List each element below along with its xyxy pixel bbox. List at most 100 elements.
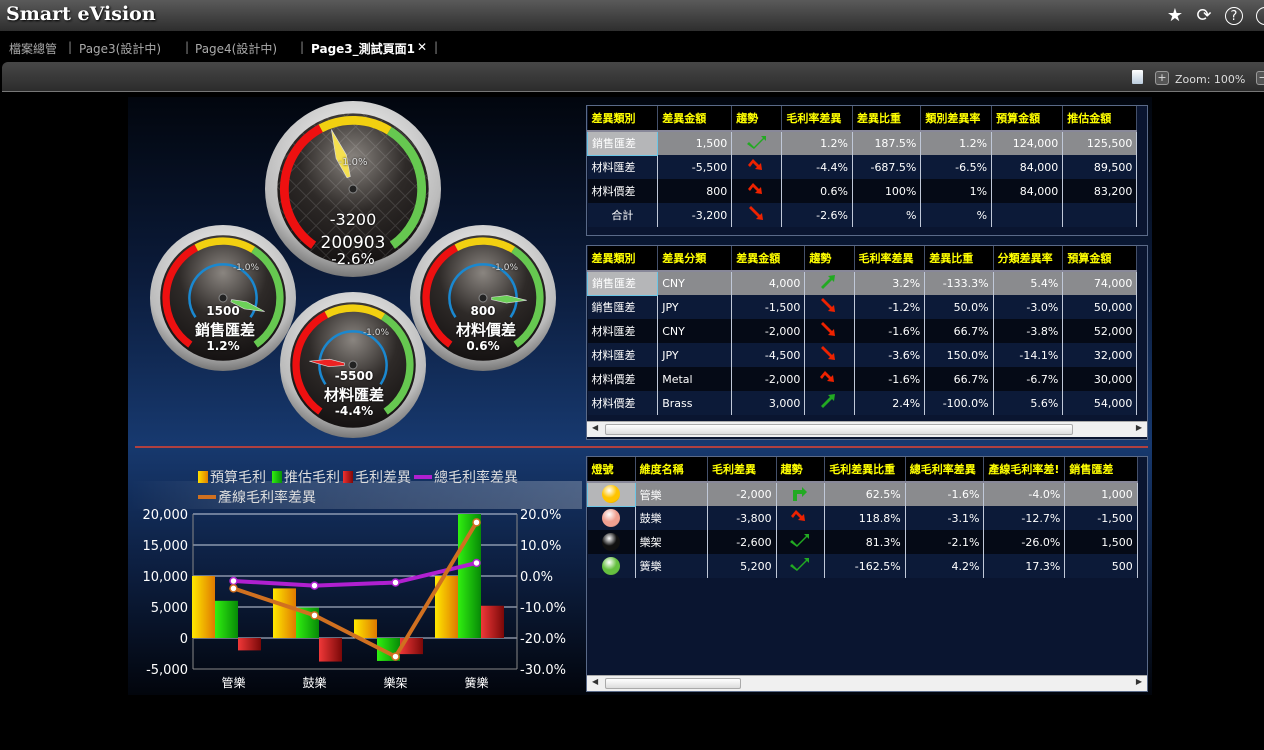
bar-毛利差異-鼓樂[interactable] — [319, 638, 342, 662]
tab-page4[interactable]: Page4(設計中) — [195, 42, 278, 56]
column-header[interactable]: 產線毛利率差! — [983, 457, 1066, 483]
column-header[interactable]: 類別差異率 — [920, 106, 993, 132]
column-header[interactable]: 差異金額 — [731, 246, 806, 272]
table-row[interactable]: 銷售匯差 CNY 4,000 3.2% -133.3% 5.4% 74,000 — [587, 270, 1147, 296]
zoom-out-button[interactable]: − — [1256, 71, 1264, 85]
point-總毛利率差異[interactable] — [391, 578, 400, 587]
table-cell: -2.6% — [781, 203, 854, 227]
table-cell: 銷售匯差 — [587, 130, 659, 156]
table-cell: -12.7% — [983, 506, 1066, 530]
horizontal-scrollbar[interactable]: ◀ ▶ — [587, 675, 1147, 691]
point-產線毛利率差異[interactable] — [472, 518, 481, 527]
table-row[interactable]: 鼓樂 -3,800 118.8% -3.1% -12.7% -1,500 — [587, 506, 1147, 530]
scrollbar-thumb[interactable] — [605, 678, 741, 689]
table-cell: 5.4% — [993, 271, 1064, 295]
table-row[interactable]: 材料匯差 CNY -2,000 -1.6% 66.7% -3.8% 52,000 — [587, 319, 1147, 343]
point-總毛利率差異[interactable] — [310, 581, 319, 590]
gauge-yellow-zone — [194, 237, 256, 253]
tab-file-explorer[interactable]: 檔案總管 — [9, 42, 58, 56]
column-header[interactable]: 趨勢 — [776, 457, 826, 483]
point-產線毛利率差異[interactable] — [229, 584, 238, 593]
zoom-in-button[interactable]: + — [1155, 71, 1169, 85]
gauge-yellow-zone — [318, 115, 392, 135]
table-cell: 500 — [1064, 554, 1138, 578]
table-row[interactable]: 材料匯差 -5,500 -4.4% -687.5% -6.5% 84,000 89,500 — [587, 155, 1147, 179]
scroll-left-arrow[interactable]: ◀ — [592, 677, 599, 686]
bar-預算毛利-樂架[interactable] — [354, 619, 377, 638]
scroll-right-arrow[interactable]: ▶ — [1135, 423, 1142, 432]
star-icon[interactable]: ★ — [1166, 5, 1184, 26]
column-header[interactable]: 維度名稱 — [635, 457, 708, 483]
column-header[interactable]: 毛利差異比重 — [824, 457, 906, 483]
table-row[interactable]: 合計 -3,200 -2.6%%% — [587, 203, 1147, 227]
column-header[interactable]: 差異比重 — [924, 246, 994, 272]
table-row[interactable]: 簧樂 5,200 -162.5% 4.2% 17.3% 500 — [587, 554, 1147, 578]
gauges-panel — [150, 101, 556, 438]
bar-毛利差異-簧樂[interactable] — [481, 605, 504, 638]
column-header[interactable]: 差異分類 — [657, 246, 733, 272]
column-header[interactable]: 趨勢 — [804, 246, 855, 272]
tab-page3-test[interactable]: Page3_測試頁面1 — [311, 42, 415, 56]
trend-cell — [804, 343, 855, 367]
column-header[interactable]: 分類差異率 — [993, 246, 1064, 272]
table-cell: 4,000 — [731, 271, 806, 295]
table-row[interactable]: 銷售匯差 JPY -1,500 -1.2% 50.0% -3.0% 50,000 — [587, 295, 1147, 319]
close-tab-icon[interactable]: ✕ — [417, 40, 428, 54]
table-cell: -4,500 — [731, 343, 806, 367]
column-header[interactable]: 毛利率差異 — [854, 246, 926, 272]
scroll-left-arrow[interactable]: ◀ — [592, 423, 599, 432]
legend-variance: 毛利差異 — [343, 467, 411, 487]
table-cell: Brass — [657, 391, 733, 415]
page-icon[interactable] — [1132, 70, 1143, 84]
point-產線毛利率差異[interactable] — [391, 652, 400, 661]
bar-推估毛利-管樂[interactable] — [215, 600, 238, 638]
gauge-red-zone — [279, 124, 323, 249]
bar-預算毛利-簧樂[interactable] — [435, 576, 458, 638]
column-header[interactable]: 毛利率差異 — [781, 106, 854, 132]
column-header[interactable]: 差異金額 — [657, 106, 733, 132]
scrollbar-thumb[interactable] — [605, 424, 1073, 435]
scroll-right-arrow[interactable]: ▶ — [1135, 677, 1142, 686]
help-icon[interactable]: ? — [1225, 7, 1243, 25]
table-cell: CNY — [657, 271, 733, 295]
table-row[interactable]: 材料匯差 JPY -4,500 -3.6% 150.0% -14.1% 32,000 — [587, 343, 1147, 367]
bar-預算毛利-管樂[interactable] — [192, 576, 215, 638]
bar-毛利差異-管樂[interactable] — [238, 638, 261, 651]
tab-divider: | — [185, 40, 190, 54]
column-header[interactable]: 銷售匯差 — [1064, 457, 1138, 483]
table-cell: 2.4% — [854, 391, 926, 415]
gauge-red-zone — [422, 244, 459, 348]
gauge-pivot — [348, 360, 358, 370]
point-總毛利率差異[interactable] — [472, 558, 481, 568]
gross-profit-chart: 預算毛利 推估毛利 毛利差異 總毛利率差異 產線毛利率差異 20,000 20.0… — [130, 455, 582, 695]
table-cell: 50.0% — [924, 295, 994, 319]
table-row[interactable]: 管樂 -2,000 62.5% -1.6% -4.0% 1,000 — [587, 481, 1147, 507]
column-header[interactable]: 燈號 — [587, 457, 636, 483]
refresh-icon[interactable]: ⟳ — [1196, 5, 1212, 26]
tab-page3[interactable]: Page3(設計中) — [79, 42, 162, 56]
column-header[interactable]: 差異比重 — [852, 106, 922, 132]
column-header[interactable]: 總毛利率差異 — [905, 457, 985, 483]
table-row[interactable]: 材料價差 800 0.6% 100% 1% 84,000 83,200 — [587, 179, 1147, 203]
column-header[interactable]: 預算金額 — [991, 106, 1064, 132]
bar-預算毛利-鼓樂[interactable] — [273, 588, 296, 638]
column-header[interactable]: 毛利差異 — [707, 457, 777, 483]
trend-arrow-up-green-icon — [821, 274, 836, 289]
table-row[interactable]: 銷售匯差 1,500 1.2% 187.5% 1.2% 124,000 125,500 — [587, 130, 1147, 156]
table-row[interactable]: 材料價差 Brass 3,000 2.4% -100.0% 5.6% 54,000 — [587, 391, 1147, 415]
table-row[interactable]: 材料價差 Metal -2,000 -1.6% 66.7% -6.7% 30,000 — [587, 367, 1147, 391]
column-header[interactable]: 差異類別 — [587, 106, 659, 132]
column-header[interactable]: 推估金額 — [1062, 106, 1138, 132]
column-header[interactable]: 趨勢 — [731, 106, 783, 132]
column-header[interactable]: 差異類別 — [587, 246, 659, 272]
trend-cell — [804, 367, 855, 391]
gauge-total — [265, 101, 441, 277]
table-cell: -1.6% — [905, 482, 985, 506]
column-header[interactable]: 預算金額 — [1062, 246, 1138, 272]
table-cell: 74,000 — [1062, 271, 1138, 295]
point-產線毛利率差異[interactable] — [310, 611, 319, 620]
point-總毛利率差異[interactable] — [229, 576, 238, 586]
info-icon[interactable] — [1256, 7, 1264, 25]
table-row[interactable]: 樂架 -2,600 81.3% -2.1% -26.0% 1,500 — [587, 530, 1147, 554]
horizontal-scrollbar[interactable]: ◀ ▶ — [587, 421, 1147, 437]
